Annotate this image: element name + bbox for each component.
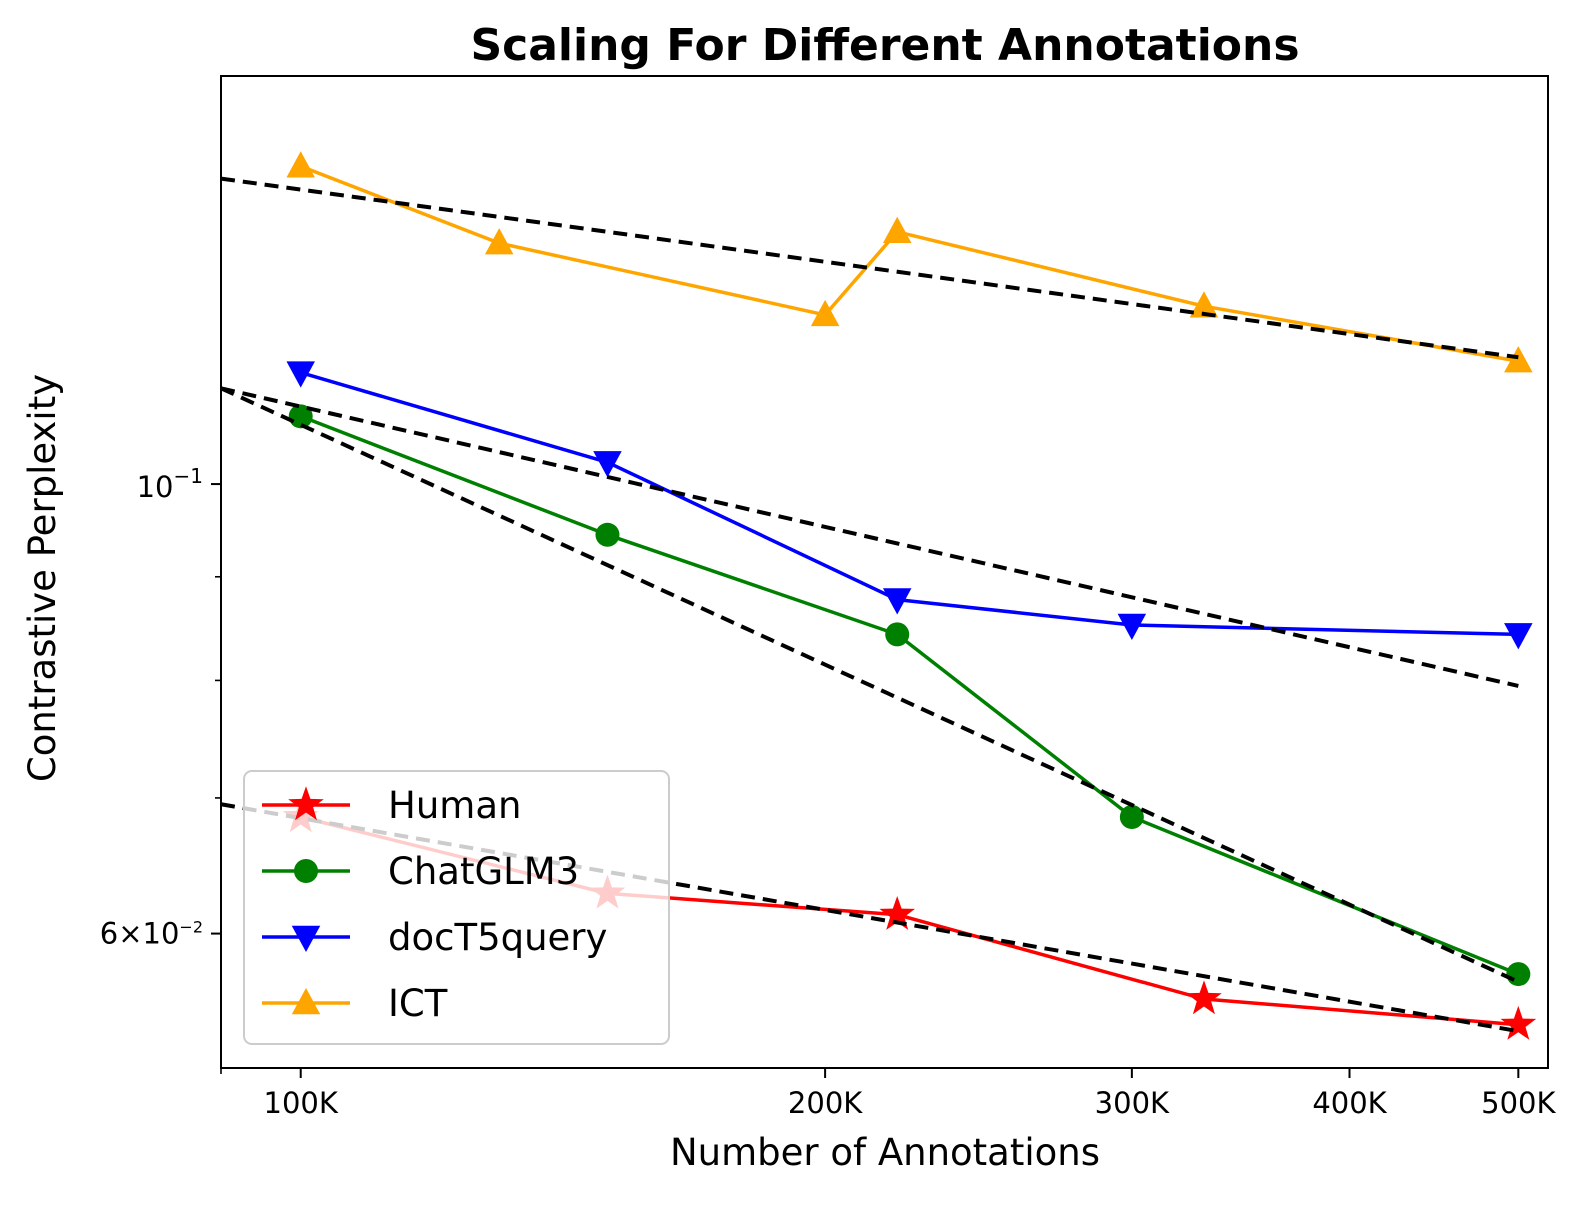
- x-tick-label-3: 400K: [1312, 1086, 1387, 1120]
- data-point-doct5query-1: [593, 451, 622, 478]
- data-point-ict-4: [1189, 291, 1219, 318]
- plot-area: [220, 151, 1537, 1040]
- legend-marker-chatglm3: [294, 859, 318, 883]
- data-point-chatglm3-0: [288, 404, 313, 429]
- data-point-ict-0: [286, 151, 315, 178]
- x-tick-label-2: 300K: [1095, 1086, 1170, 1120]
- y-axis-label: Contrastive Perplexity: [21, 374, 64, 782]
- trend-line-2: [220, 386, 1520, 984]
- data-point-human-4: [1500, 1005, 1537, 1040]
- data-point-chatglm3-2: [885, 622, 910, 647]
- data-point-doct5query-2: [882, 588, 912, 615]
- legend-label-human: Human: [388, 784, 521, 827]
- y-tick-label-1: 6×10−2: [100, 917, 203, 951]
- trend-line-0: [220, 176, 1519, 360]
- legend-item-doct5query: docT5query: [262, 916, 607, 959]
- plot-frame: [220, 75, 1549, 1069]
- trend-line-1: [220, 386, 1519, 688]
- data-point-ict-5: [1504, 346, 1533, 373]
- legend-marker-doct5query: [291, 925, 321, 952]
- legend-marker-ict: [291, 988, 321, 1015]
- legend-item-chatglm3: ChatGLM3: [262, 850, 579, 893]
- data-point-chatglm3-4: [1506, 962, 1531, 987]
- series-ict: [286, 151, 1533, 373]
- series-line-ict: [300, 164, 1519, 363]
- x-tick-label-4: 500K: [1481, 1086, 1556, 1120]
- data-point-doct5query-4: [1504, 623, 1533, 650]
- x-tick-label-1: 200K: [788, 1086, 863, 1120]
- legend-label-ict: ICT: [388, 982, 448, 1025]
- axis-ticks: 100K 200K 300K 400K 500K 10−1 6×10−2: [100, 464, 1557, 1120]
- data-point-ict-1: [484, 228, 514, 255]
- x-tick-label-0: 100K: [264, 1086, 339, 1120]
- data-point-human-3: [1186, 980, 1222, 1015]
- data-point-chatglm3-3: [1119, 804, 1144, 829]
- data-point-doct5query-3: [1117, 613, 1147, 641]
- legend-label-chatglm3: ChatGLM3: [388, 850, 579, 893]
- data-point-ict-3: [882, 216, 912, 244]
- x-axis-label: Number of Annotations: [670, 1131, 1100, 1174]
- legend-label-doct5query: docT5query: [388, 916, 607, 959]
- legend: Human ChatGLM3 docT5query ICT: [243, 770, 670, 1045]
- series-doct5query: [286, 361, 1533, 650]
- data-point-ict-2: [810, 299, 840, 327]
- chart-title: Scaling For Different Annotations: [470, 20, 1299, 71]
- data-point-doct5query-0: [286, 361, 315, 388]
- legend-box: [243, 770, 670, 1045]
- y-tick-label-0: 10−1: [137, 464, 203, 504]
- legend-marker-human: [288, 786, 324, 821]
- data-point-human-2: [879, 896, 915, 930]
- legend-item-ict: ICT: [262, 982, 448, 1025]
- series-line-doct5query: [300, 370, 1519, 637]
- data-point-chatglm3-1: [595, 522, 620, 547]
- legend-item-human: Human: [262, 784, 521, 827]
